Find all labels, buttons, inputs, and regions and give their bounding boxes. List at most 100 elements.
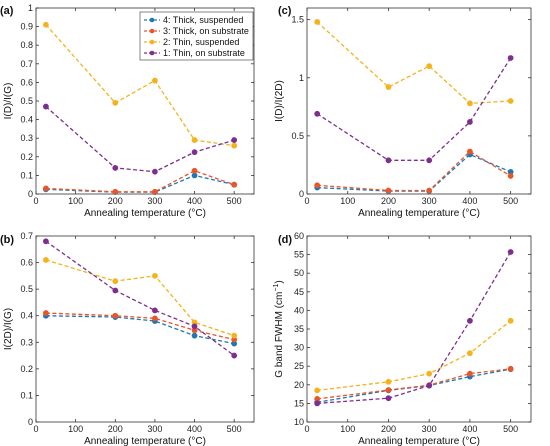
y-axis-label: I(D)/I(2D) [274, 80, 285, 122]
data-point [385, 387, 392, 393]
x-tick-label: 0 [304, 424, 309, 434]
series-line-2 [317, 320, 512, 392]
y-tick-label: 0.9 [20, 22, 33, 32]
chart-panel-a: (a) 0 100 200 300 400 500 0 0.1 0.2 0.3 0.4 0.5 0.6 0.… [0, 3, 255, 219]
y-axis-label: I(2D)/I(G) [3, 308, 14, 350]
chart-panel-c: (c) 0 100 200 300 400 500 0 0.5 1 1.5 Annealing tem… [274, 5, 532, 219]
y-tick-label: 0.7 [20, 231, 33, 241]
data-point [191, 323, 198, 330]
panel-label: (c) [278, 5, 292, 17]
data-point [507, 365, 514, 372]
panel-label: (d) [278, 234, 292, 246]
data-point [43, 21, 49, 28]
y-axis-label-superscript: −1 [273, 284, 280, 292]
data-point [43, 185, 49, 192]
x-axis-label: Annealing temperature (°C) [84, 208, 206, 219]
legend-entry: 4: Thick, suspended [163, 15, 243, 25]
data-point [426, 382, 433, 389]
x-tick-label: 500 [503, 196, 518, 206]
x-tick-label: 100 [340, 196, 355, 206]
legend-entry: 2: Thin, suspended [163, 37, 239, 47]
data-point [43, 103, 49, 110]
y-tick-label: 50 [294, 268, 304, 278]
y-axis-label: I(D)/I(G) [3, 83, 14, 120]
y-tick-label: 0.2 [20, 152, 33, 162]
x-tick-label: 500 [503, 424, 518, 434]
y-tick-label: 1 [28, 3, 33, 13]
x-tick-label: 0 [304, 196, 309, 206]
x-tick-label: 200 [381, 196, 396, 206]
y-tick-label: 60 [294, 231, 304, 241]
data-point [507, 98, 514, 104]
x-tick-label: 400 [462, 424, 477, 434]
data-point [507, 317, 514, 324]
chart-panel-b: (b) 0 100 200 300 400 500 0 0.1 0.2 0.3 0.4 0.5 0.6 0.… [0, 231, 255, 446]
x-tick-label: 0 [33, 196, 38, 206]
y-axis-label-main: I(D)/I(2D) [274, 80, 285, 122]
data-point [507, 173, 514, 179]
y-tick-label: 0.3 [20, 133, 33, 143]
y-tick-label: 0.1 [20, 390, 33, 400]
y-tick-label: 0 [28, 189, 33, 199]
legend-box [139, 11, 254, 61]
y-axis-label-main: G band FWHM (cm [274, 292, 285, 378]
x-tick-label: 400 [187, 424, 202, 434]
x-tick-label: 200 [381, 424, 396, 434]
data-point [426, 187, 433, 194]
data-point [191, 137, 198, 143]
data-point [231, 332, 238, 339]
y-tick-label: 0.4 [20, 311, 33, 321]
data-point [191, 172, 198, 179]
series-line-4 [45, 315, 235, 345]
plot-frame [35, 235, 255, 423]
series-line-3 [45, 312, 235, 341]
y-axis-label-tail: ) [274, 280, 285, 283]
x-tick-label: 100 [68, 424, 83, 434]
data-point [112, 165, 119, 171]
data-point [43, 310, 49, 316]
data-point [314, 110, 321, 117]
y-tick-label: 0.8 [20, 40, 33, 50]
data-point [152, 272, 158, 279]
data-point [314, 19, 321, 25]
data-point [385, 395, 392, 402]
data-point [112, 287, 119, 294]
data-point [112, 312, 119, 319]
data-point [426, 63, 433, 70]
y-tick-label: 25 [294, 361, 304, 371]
y-tick-label: 0.6 [20, 77, 33, 87]
data-point [385, 378, 392, 385]
x-tick-label: 500 [227, 196, 242, 206]
data-point [231, 142, 238, 149]
panel-label: (a) [0, 5, 14, 17]
y-tick-label: 0.7 [20, 59, 33, 69]
data-point [507, 55, 514, 61]
data-point [112, 188, 119, 195]
plot-frame [306, 235, 532, 423]
series-line-1 [45, 106, 235, 173]
data-point [112, 278, 119, 285]
data-point [231, 181, 238, 188]
y-tick-label: 0.5 [20, 96, 33, 106]
x-tick-label: 300 [147, 196, 162, 206]
series-line-1 [317, 251, 512, 405]
data-point [385, 84, 392, 90]
series-line-1 [45, 240, 235, 357]
y-tick-label: 0.5 [20, 284, 33, 294]
series-line-2 [45, 259, 235, 337]
data-point [191, 167, 198, 174]
x-tick-label: 300 [422, 196, 437, 206]
data-point [385, 187, 392, 194]
y-tick-label: 0 [299, 189, 304, 199]
x-tick-label: 0 [33, 424, 38, 434]
x-tick-label: 200 [108, 196, 123, 206]
data-point [231, 137, 238, 143]
data-point [467, 370, 473, 377]
x-tick-label: 300 [147, 424, 162, 434]
series-line-4 [317, 368, 511, 403]
data-point [43, 257, 49, 263]
y-tick-label: 0.6 [20, 258, 33, 268]
data-point [314, 182, 321, 189]
y-tick-label: 10 [294, 417, 304, 427]
